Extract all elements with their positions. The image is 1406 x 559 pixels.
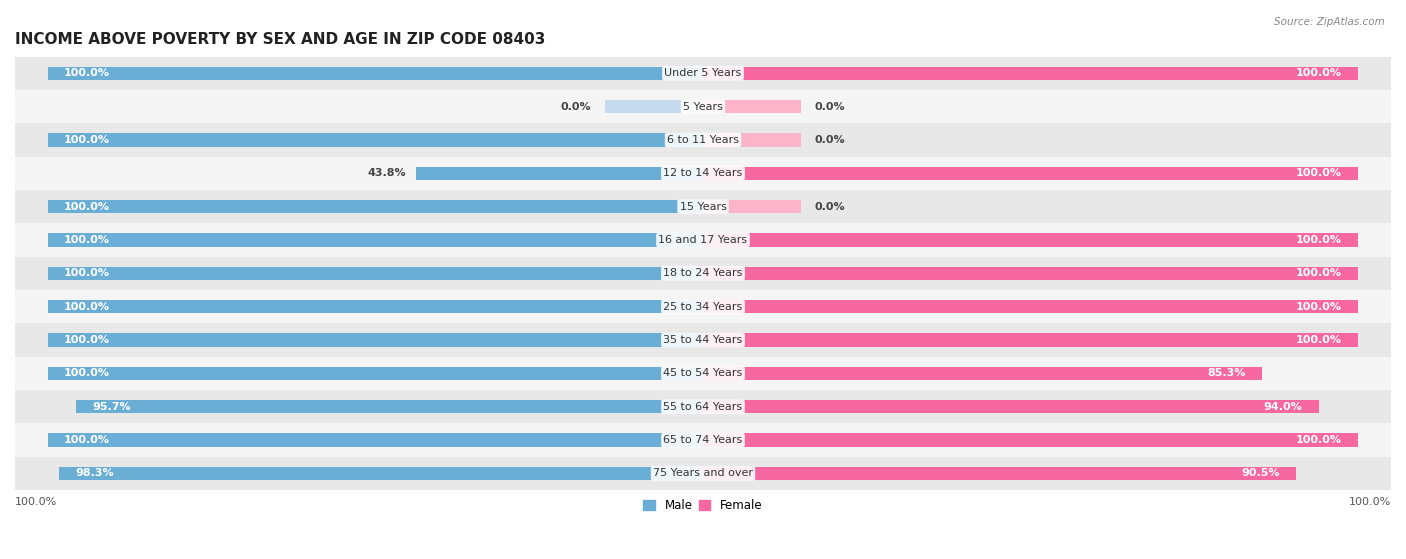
Bar <box>703 467 1296 480</box>
Text: 5 Years: 5 Years <box>683 102 723 112</box>
Text: 100.0%: 100.0% <box>65 368 110 378</box>
Text: 16 and 17 Years: 16 and 17 Years <box>658 235 748 245</box>
Text: 100.0%: 100.0% <box>1348 497 1391 507</box>
Bar <box>15 324 1391 357</box>
Text: Under 5 Years: Under 5 Years <box>665 68 741 78</box>
Bar <box>15 457 1391 490</box>
Bar <box>48 133 703 146</box>
Text: 55 to 64 Years: 55 to 64 Years <box>664 402 742 412</box>
Bar <box>703 433 1358 447</box>
Text: 0.0%: 0.0% <box>814 102 845 112</box>
Bar <box>15 123 1391 157</box>
Bar <box>703 367 1263 380</box>
Bar <box>15 357 1391 390</box>
Bar <box>48 267 703 280</box>
Text: 0.0%: 0.0% <box>814 135 845 145</box>
Bar <box>416 167 703 180</box>
Text: 100.0%: 100.0% <box>65 268 110 278</box>
Text: 94.0%: 94.0% <box>1264 402 1302 412</box>
Text: 95.7%: 95.7% <box>93 402 131 412</box>
Text: 18 to 24 Years: 18 to 24 Years <box>664 268 742 278</box>
Bar <box>48 433 703 447</box>
Bar <box>15 223 1391 257</box>
Text: 45 to 54 Years: 45 to 54 Years <box>664 368 742 378</box>
Text: 100.0%: 100.0% <box>1296 235 1341 245</box>
Text: 100.0%: 100.0% <box>65 235 110 245</box>
Bar <box>48 333 703 347</box>
Text: 0.0%: 0.0% <box>561 102 592 112</box>
Bar <box>703 167 1358 180</box>
Bar <box>15 424 1391 457</box>
Bar <box>15 390 1391 424</box>
Bar <box>703 300 1358 314</box>
Bar <box>76 400 703 414</box>
Bar <box>15 257 1391 290</box>
Text: 25 to 34 Years: 25 to 34 Years <box>664 302 742 312</box>
Text: 100.0%: 100.0% <box>1296 168 1341 178</box>
Text: 35 to 44 Years: 35 to 44 Years <box>664 335 742 345</box>
Bar <box>605 100 703 113</box>
Bar <box>59 467 703 480</box>
Bar <box>703 67 1358 80</box>
Bar <box>703 133 801 146</box>
Bar <box>703 200 801 214</box>
Text: 100.0%: 100.0% <box>65 135 110 145</box>
Text: 100.0%: 100.0% <box>65 435 110 445</box>
Bar <box>15 190 1391 223</box>
Text: 6 to 11 Years: 6 to 11 Years <box>666 135 740 145</box>
Text: 100.0%: 100.0% <box>15 497 58 507</box>
Bar <box>15 90 1391 123</box>
Text: 65 to 74 Years: 65 to 74 Years <box>664 435 742 445</box>
Text: 85.3%: 85.3% <box>1208 368 1246 378</box>
Text: 100.0%: 100.0% <box>1296 335 1341 345</box>
Bar <box>15 56 1391 90</box>
Bar <box>48 300 703 314</box>
Text: 15 Years: 15 Years <box>679 202 727 212</box>
Text: 100.0%: 100.0% <box>65 202 110 212</box>
Text: 43.8%: 43.8% <box>367 168 406 178</box>
Legend: Male, Female: Male, Female <box>638 494 768 517</box>
Text: 75 Years and over: 75 Years and over <box>652 468 754 479</box>
Text: 100.0%: 100.0% <box>65 68 110 78</box>
Text: 100.0%: 100.0% <box>1296 435 1341 445</box>
Bar <box>15 290 1391 324</box>
Bar <box>703 333 1358 347</box>
Bar <box>48 367 703 380</box>
Text: 0.0%: 0.0% <box>814 202 845 212</box>
Text: 100.0%: 100.0% <box>1296 68 1341 78</box>
Text: 12 to 14 Years: 12 to 14 Years <box>664 168 742 178</box>
Bar <box>703 233 1358 247</box>
Bar <box>48 200 703 214</box>
Bar <box>703 400 1319 414</box>
Bar <box>703 267 1358 280</box>
Bar <box>48 67 703 80</box>
Text: 100.0%: 100.0% <box>65 302 110 312</box>
Text: 100.0%: 100.0% <box>65 335 110 345</box>
Text: 90.5%: 90.5% <box>1241 468 1279 479</box>
Text: INCOME ABOVE POVERTY BY SEX AND AGE IN ZIP CODE 08403: INCOME ABOVE POVERTY BY SEX AND AGE IN Z… <box>15 32 546 47</box>
Text: 100.0%: 100.0% <box>1296 302 1341 312</box>
Bar <box>15 157 1391 190</box>
Bar <box>48 233 703 247</box>
Bar <box>703 100 801 113</box>
Text: 100.0%: 100.0% <box>1296 268 1341 278</box>
Text: Source: ZipAtlas.com: Source: ZipAtlas.com <box>1274 17 1385 27</box>
Text: 98.3%: 98.3% <box>76 468 114 479</box>
